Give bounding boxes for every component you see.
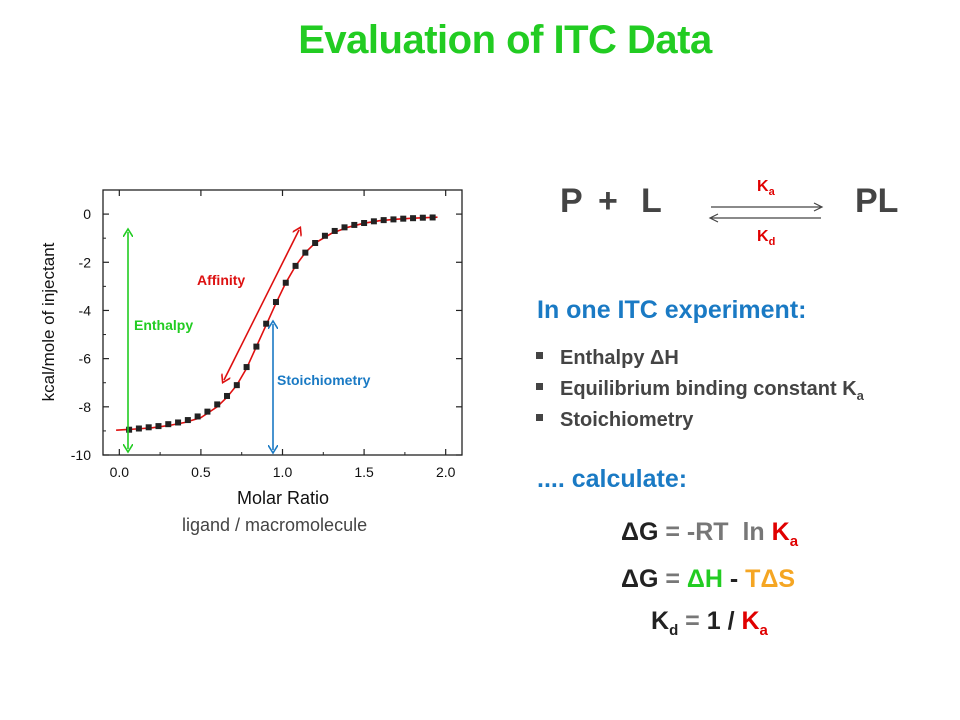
data-point	[331, 227, 338, 234]
bullet-icon	[536, 383, 543, 391]
x-tick-label: 1.5	[354, 464, 374, 480]
forward-arrowhead	[813, 202, 824, 212]
data-point	[155, 423, 162, 430]
list-item: Enthalpy ΔH	[536, 344, 864, 375]
data-point	[272, 299, 279, 306]
ka-label: Ka	[757, 178, 775, 199]
data-point	[390, 216, 397, 223]
data-point	[380, 217, 387, 224]
annotation-enthalpy: Enthalpy	[134, 317, 193, 333]
kd-label: Kd	[757, 228, 776, 249]
data-point	[165, 421, 172, 428]
data-point	[282, 279, 289, 286]
reactant-l: L	[641, 182, 662, 220]
reactant-p: P	[560, 182, 583, 220]
x-tick-label: 0.0	[110, 464, 130, 480]
data-point	[370, 218, 377, 225]
data-point	[233, 382, 240, 389]
gibbs-ka-formula: ΔG = -RT ln Ka	[621, 518, 799, 550]
data-point	[253, 343, 260, 350]
data-point	[184, 417, 191, 424]
data-point	[351, 221, 358, 228]
data-point	[204, 408, 211, 415]
reverse-arrowhead	[708, 213, 719, 223]
annotation-affinity: Affinity	[197, 272, 245, 288]
data-point	[341, 224, 348, 231]
data-point	[224, 392, 231, 399]
axis-ticks: 0.0 0.5 1.0 1.5 2.0 0 -2 -4 -6 -8 -10	[71, 190, 462, 480]
list-item: Stoichiometry	[536, 406, 864, 437]
product-pl: PL	[855, 182, 899, 220]
data-point	[243, 364, 250, 371]
affinity-arrow	[224, 230, 299, 380]
gibbs-enthalpy-formula: ΔG = ΔH - TΔS	[621, 565, 796, 593]
y-tick-label: -10	[71, 447, 91, 463]
data-point	[263, 320, 270, 327]
x-tick-label: 0.5	[191, 464, 211, 480]
data-point	[135, 425, 142, 432]
data-point	[302, 249, 309, 256]
x-tick-label: 1.0	[273, 464, 293, 480]
data-point	[175, 419, 182, 426]
data-point	[429, 214, 436, 221]
y-tick-label: 0	[83, 206, 91, 222]
data-point	[126, 426, 133, 433]
y-axis-label: kcal/mole of injectant	[39, 242, 58, 401]
y-tick-label: -2	[79, 254, 92, 270]
data-point	[145, 424, 152, 431]
experiment-list: Enthalpy ΔH Equilibrium binding constant…	[536, 344, 864, 437]
list-item: Equilibrium binding constant Ka	[536, 375, 864, 406]
kd-formula: Kd = 1 / Ka	[651, 607, 768, 639]
data-point	[321, 232, 328, 239]
data-point	[410, 215, 417, 222]
y-tick-label: -6	[79, 351, 92, 367]
experiment-heading: In one ITC experiment:	[537, 296, 807, 324]
bullet-icon	[536, 352, 543, 360]
y-tick-label: -4	[79, 302, 92, 318]
data-point	[292, 262, 299, 269]
calculate-heading: .... calculate:	[537, 465, 688, 493]
data-point	[400, 215, 407, 222]
slide-title: Evaluation of ITC Data	[298, 18, 712, 62]
reaction-plus: +	[598, 182, 618, 220]
data-point	[361, 220, 368, 227]
bullet-icon	[536, 414, 543, 422]
x-axis-label: Molar Ratio	[237, 488, 329, 508]
y-tick-label: -8	[79, 399, 92, 415]
data-point	[312, 240, 319, 246]
x-tick-label: 2.0	[436, 464, 456, 480]
annotation-stoichiometry: Stoichiometry	[277, 372, 371, 388]
data-point	[194, 413, 201, 420]
chart-caption: ligand / macromolecule	[182, 515, 368, 535]
data-point	[419, 214, 426, 221]
data-point	[214, 401, 221, 408]
